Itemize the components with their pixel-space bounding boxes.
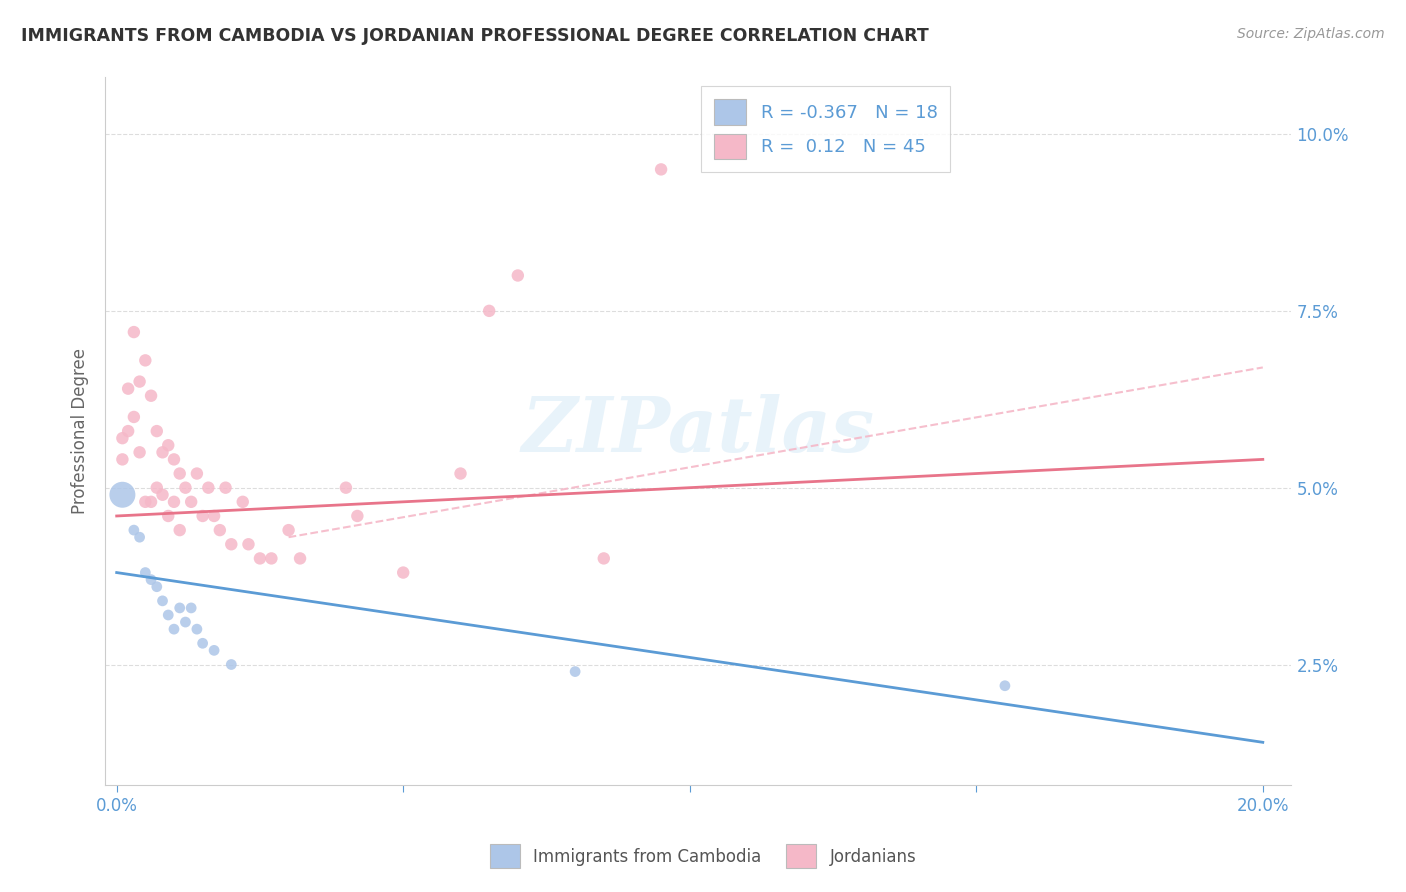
Point [152,594,174,608]
Point [122,409,145,424]
Point [478,303,501,318]
Point [157,508,180,523]
Point [208,523,231,537]
Point [180,601,202,615]
Point [202,508,225,523]
Point [191,636,214,650]
Point [134,353,156,368]
Point [191,508,214,523]
Point [169,467,191,481]
Point [219,657,242,672]
Point [506,268,529,283]
Point [238,537,260,551]
Point [134,566,156,580]
Point [146,580,169,594]
Point [134,495,156,509]
Point [139,573,162,587]
Point [111,452,134,467]
Point [122,523,145,537]
Point [277,523,299,537]
Point [260,551,283,566]
Point [111,488,134,502]
Point [163,622,186,636]
Point [139,495,162,509]
Point [994,679,1017,693]
Point [335,481,357,495]
Point [174,615,197,629]
Point [111,431,134,445]
Text: IMMIGRANTS FROM CAMBODIA VS JORDANIAN PROFESSIONAL DEGREE CORRELATION CHART: IMMIGRANTS FROM CAMBODIA VS JORDANIAN PR… [21,27,929,45]
Point [186,467,208,481]
Point [346,508,368,523]
Legend: Immigrants from Cambodia, Jordanians: Immigrants from Cambodia, Jordanians [484,838,922,875]
Point [174,481,197,495]
Point [117,424,139,438]
Text: Source: ZipAtlas.com: Source: ZipAtlas.com [1237,27,1385,41]
Point [450,467,472,481]
Point [152,445,174,459]
Point [592,551,614,566]
Text: ZIPatlas: ZIPatlas [522,394,875,468]
Point [180,495,202,509]
Point [564,665,586,679]
Point [169,601,191,615]
Point [128,445,150,459]
Point [202,643,225,657]
Y-axis label: Professional Degree: Professional Degree [72,348,89,514]
Point [122,325,145,339]
Point [157,607,180,622]
Point [169,523,191,537]
Point [146,481,169,495]
Point [214,481,236,495]
Point [197,481,219,495]
Point [152,488,174,502]
Point [163,452,186,467]
Point [219,537,242,551]
Point [157,438,180,452]
Point [128,375,150,389]
Point [392,566,415,580]
Point [128,530,150,544]
Point [117,382,139,396]
Point [249,551,271,566]
Point [186,622,208,636]
Point [146,424,169,438]
Point [232,495,254,509]
Point [288,551,311,566]
Point [163,495,186,509]
Point [650,162,672,177]
Point [139,389,162,403]
Legend: R = -0.367   N = 18, R =  0.12   N = 45: R = -0.367 N = 18, R = 0.12 N = 45 [702,87,950,172]
